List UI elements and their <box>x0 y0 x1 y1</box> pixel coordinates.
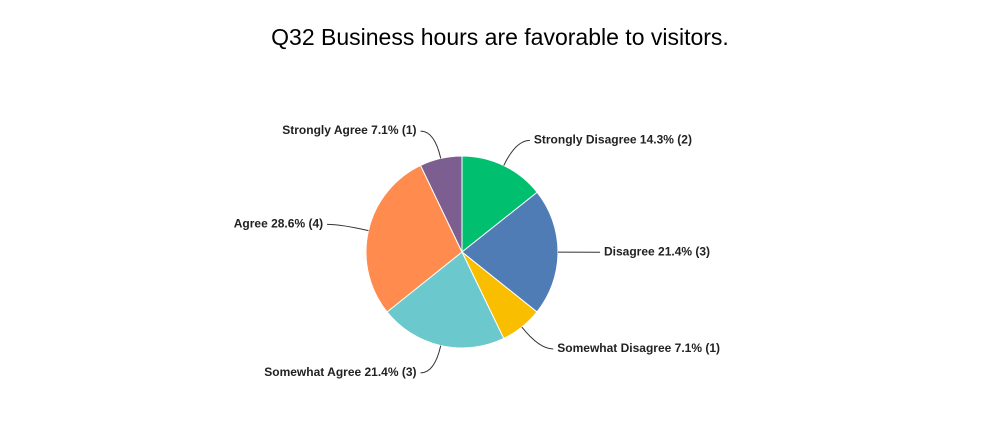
chart-title: Q32 Business hours are favorable to visi… <box>271 24 729 50</box>
pie-slice <box>461 155 538 254</box>
data-label: Disagree 21.4% (3) <box>604 244 710 258</box>
leader-line <box>327 223 369 232</box>
data-label: Strongly Agree 7.1% (1) <box>282 123 416 137</box>
pie-slice <box>461 191 559 313</box>
data-label: Agree 28.6% (4) <box>234 217 323 231</box>
leader-line <box>521 326 554 350</box>
leader-line <box>420 345 442 374</box>
data-label: Strongly Disagree 14.3% (2) <box>534 133 692 147</box>
leader-line <box>420 130 442 159</box>
pie-slice <box>419 155 463 253</box>
data-label: Somewhat Disagree 7.1% (1) <box>557 341 720 355</box>
leader-line <box>503 139 530 166</box>
data-label: Somewhat Agree 21.4% (3) <box>264 365 416 379</box>
